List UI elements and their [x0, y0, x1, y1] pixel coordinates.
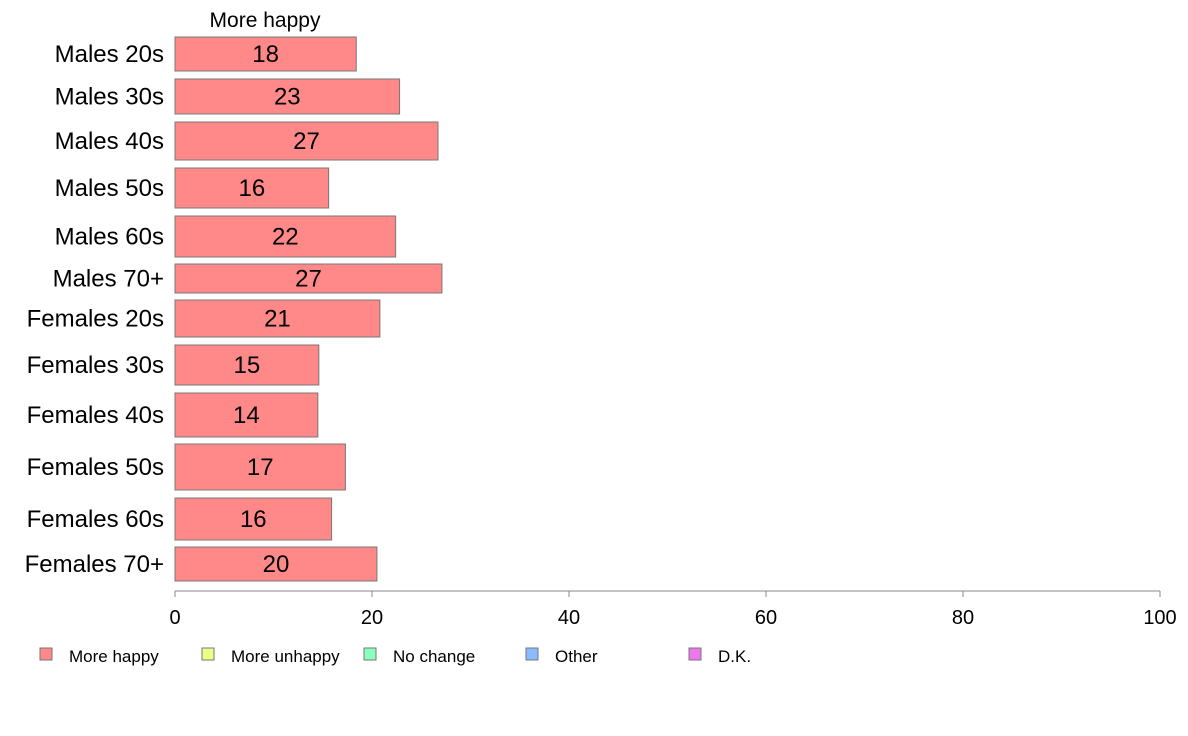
category-label: Females 60s	[27, 506, 164, 533]
category-label: Males 60s	[55, 224, 164, 251]
category-label: Males 20s	[55, 41, 164, 68]
category-label: Males 40s	[55, 128, 164, 155]
bar	[174, 167, 330, 209]
bar-value-label: 16	[238, 175, 265, 202]
legend: More happy More unhappy No change Other D.K.	[39, 647, 751, 666]
bar	[174, 344, 320, 386]
category-label: Females 40s	[27, 402, 164, 429]
category-label: Females 50s	[27, 454, 164, 481]
legend-swatch	[363, 647, 377, 661]
legend-label: No change	[393, 647, 475, 666]
bar-value-label: 27	[295, 266, 322, 293]
category-label: Females 20s	[27, 306, 164, 333]
x-tick-label: 40	[558, 607, 580, 629]
legend-swatch	[525, 647, 539, 661]
category-label: Males 50s	[55, 175, 164, 202]
x-tick-label: 60	[755, 607, 777, 629]
legend-label: More happy	[69, 647, 159, 666]
category-label: Females 70+	[25, 551, 164, 578]
bar-value-label: 14	[233, 402, 260, 429]
x-tick-label: 80	[952, 607, 974, 629]
legend-label: D.K.	[718, 647, 751, 666]
bar	[174, 299, 381, 338]
legend-label: Other	[555, 647, 598, 666]
legend-swatch	[39, 647, 53, 661]
x-tick-label: 0	[169, 607, 180, 629]
bar	[174, 497, 333, 541]
bar-value-label: 16	[240, 506, 267, 533]
bar	[174, 263, 443, 294]
legend-swatch	[688, 647, 702, 661]
bar	[174, 546, 378, 582]
x-tick-label: 100	[1143, 607, 1176, 629]
bar	[174, 78, 401, 115]
category-label: Males 30s	[55, 84, 164, 111]
bar-value-label: 17	[247, 454, 274, 481]
bar-value-label: 20	[263, 551, 290, 578]
series-title: More happy	[210, 9, 321, 32]
bar-value-label: 27	[293, 128, 320, 155]
bar	[174, 215, 397, 258]
x-tick-label: 20	[361, 607, 383, 629]
bar-value-label: 15	[234, 352, 261, 379]
bar	[174, 392, 319, 438]
legend-swatch	[201, 647, 215, 661]
bar-value-label: 18	[252, 41, 279, 68]
bar-value-label: 21	[264, 306, 291, 333]
bar-value-label: 23	[274, 84, 301, 111]
x-axis: 0 20 40 60 80 100	[169, 590, 1177, 629]
bar	[174, 121, 439, 161]
bar	[174, 36, 357, 72]
bar	[174, 443, 346, 491]
bars-group: Males 20s 18 Males 30s 23 Males 40s 27 Males 5…	[25, 36, 443, 582]
category-label: Females 30s	[27, 352, 164, 379]
category-label: Males 70+	[53, 266, 164, 293]
legend-label: More unhappy	[231, 647, 340, 666]
bar-value-label: 22	[272, 224, 299, 251]
